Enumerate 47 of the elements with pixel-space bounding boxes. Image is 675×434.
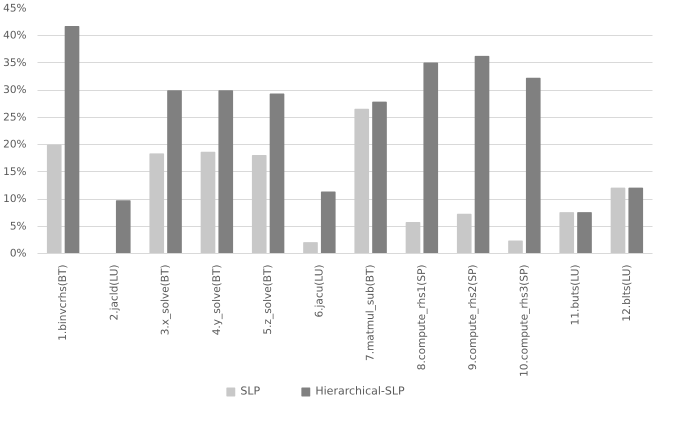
bar [610, 188, 626, 254]
x-tick-label: 3.x_solve(BT) [160, 264, 172, 336]
legend-label: Hierarchical-SLP [315, 384, 405, 398]
y-tick-label: 35% [3, 56, 27, 69]
bar [456, 214, 472, 254]
x-tick-label: 2.jacld(LU) [108, 264, 120, 320]
bar [423, 62, 438, 254]
bar [46, 144, 62, 254]
y-tick-label: 25% [3, 111, 27, 124]
x-tick-label: 12.blts(LU) [620, 264, 633, 322]
bar [406, 222, 420, 254]
bar [354, 108, 370, 254]
bar [149, 153, 164, 254]
bar [303, 242, 318, 254]
bar [320, 191, 336, 254]
bar [372, 102, 387, 254]
bar [559, 212, 574, 254]
y-tick-label: 30% [3, 84, 27, 96]
x-tick-label: 11.buts(LU) [570, 264, 582, 326]
bar [577, 212, 592, 254]
x-tick-label: 1.binvcrhs(BT) [57, 264, 70, 341]
bar [116, 200, 131, 254]
y-tick-label: 15% [3, 166, 27, 178]
y-tick-label: 5% [10, 220, 27, 232]
x-tick-label: 7.matmul_sub(BT) [364, 264, 377, 361]
x-tick-label: 5.z_solve(BT) [262, 264, 274, 335]
bar [526, 78, 541, 254]
x-tick-label: 6.jacu(LU) [313, 264, 326, 318]
bar [200, 152, 216, 254]
y-tick-label: 10% [3, 193, 27, 206]
bar [508, 240, 523, 254]
bar [167, 90, 182, 254]
x-tick-label: 10.compute_rhs3(SP) [518, 264, 530, 377]
bar [218, 90, 234, 254]
bar [474, 56, 490, 254]
x-tick-label: 4.y_solve(BT) [210, 264, 223, 336]
y-tick-label: 20% [3, 138, 27, 151]
x-tick-label: 8.compute_rhs1(SP) [416, 264, 428, 370]
bar [628, 188, 644, 254]
y-tick-label: 40% [3, 30, 27, 42]
x-tick-label: 9.compute_rhs2(SP) [467, 264, 480, 370]
legend-label: SLP [240, 384, 260, 398]
bar [270, 93, 284, 254]
bar [64, 26, 80, 254]
y-tick-label: 45% [3, 2, 27, 14]
bar [252, 155, 267, 254]
y-tick-label: 0% [10, 248, 27, 260]
